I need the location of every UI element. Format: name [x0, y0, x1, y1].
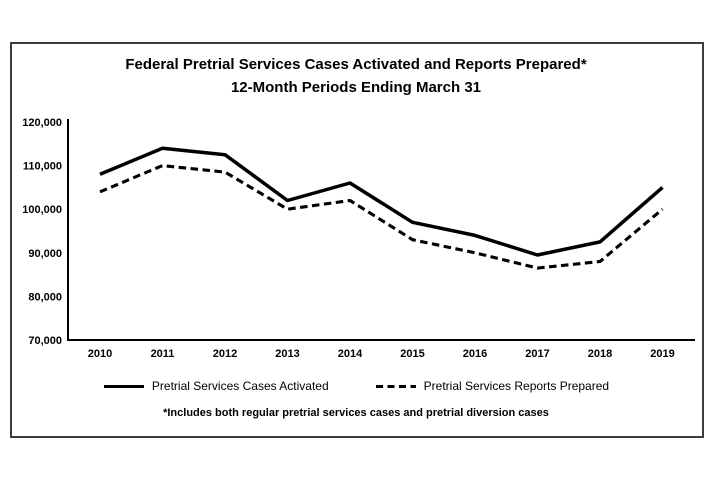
solid-line-swatch-icon: [103, 384, 144, 388]
x-tick-label: 2015: [400, 348, 424, 360]
x-tick-label: 2017: [525, 348, 549, 360]
legend-label-reports-prepared: Pretrial Services Reports Prepared: [423, 379, 610, 393]
chart-title-line1: Federal Pretrial Services Cases Activate…: [125, 56, 587, 73]
x-tick-label: 2011: [151, 348, 175, 360]
legend-label-cases-activated: Pretrial Services Cases Activated: [151, 379, 329, 393]
x-tick-label: 2013: [275, 348, 299, 360]
chart-title-line2: 12-Month Periods Ending March 31: [230, 79, 482, 96]
footnote: *Includes both regular pretrial services…: [163, 407, 549, 419]
y-tick-label: 120,000: [22, 117, 62, 129]
chart-frame: [10, 42, 704, 438]
y-tick-label: 80,000: [28, 291, 62, 303]
y-tick-label: 100,000: [22, 204, 62, 216]
series-line-solid: [99, 146, 664, 257]
x-tick-label: 2010: [88, 348, 112, 360]
x-tick-label: 2016: [463, 348, 487, 360]
legend-item-reports-prepared: Pretrial Services Reports Prepared: [375, 379, 609, 393]
y-tick-label: 90,000: [28, 248, 62, 260]
dashed-line-swatch-icon: [375, 384, 416, 388]
x-tick-label: 2019: [650, 348, 674, 360]
legend: Pretrial Services Cases Activated Pretri…: [10, 377, 702, 395]
y-tick-label: 110,000: [23, 161, 62, 173]
x-tick-label: 2012: [213, 348, 237, 360]
x-tick-label: 2014: [338, 348, 363, 360]
legend-item-cases-activated: Pretrial Services Cases Activated: [103, 379, 329, 393]
y-tick-label: 70,000: [28, 335, 62, 347]
series-line-dashed: [99, 164, 664, 270]
x-tick-label: 2018: [588, 348, 612, 360]
chart-title: Federal Pretrial Services Cases Activate…: [10, 53, 702, 99]
